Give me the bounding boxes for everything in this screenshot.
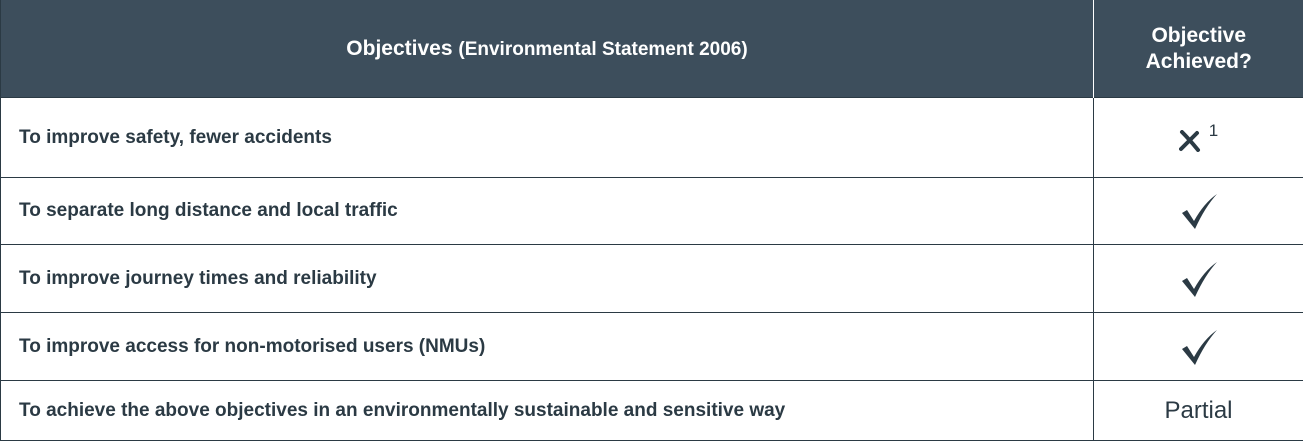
row: To improve access for non-motorised user…: [0, 312, 1303, 381]
objective: To improve journey times and reliability: [0, 244, 1094, 313]
objective: To improve safety, fewer accidents: [0, 97, 1094, 178]
status: 1: [1093, 97, 1303, 178]
status-text: Partial: [1093, 380, 1303, 441]
header-cell: Objective Achieved?: [1093, 0, 1303, 98]
status: [1093, 312, 1303, 381]
objective: To separate long distance and local traf…: [0, 177, 1094, 245]
row: To improve journey times and reliability: [0, 244, 1303, 313]
row: To separate long distance and local traf…: [0, 177, 1303, 245]
header-subtitle: (Environmental Statement 2006): [458, 38, 748, 60]
objective: To improve access for non-motorised user…: [0, 312, 1094, 381]
header-cell: Objectives (Environmental Statement 2006…: [0, 0, 1094, 98]
status: [1093, 244, 1303, 313]
header-title: Objectives: [346, 36, 453, 60]
check-icon: [1181, 261, 1217, 297]
row: To improve safety, fewer accidents 1: [0, 97, 1303, 178]
row: To achieve the above objectives in an en…: [0, 380, 1303, 441]
header-row: Objectives (Environmental Statement 2006…: [0, 0, 1303, 98]
objective: To achieve the above objectives in an en…: [0, 380, 1094, 441]
status: [1093, 177, 1303, 245]
cross-icon: [1178, 130, 1200, 153]
footnote: 1: [1208, 120, 1219, 140]
check-icon: [1181, 329, 1217, 365]
check-icon: [1181, 194, 1217, 229]
header-achieved: Objective Achieved?: [1145, 23, 1252, 73]
